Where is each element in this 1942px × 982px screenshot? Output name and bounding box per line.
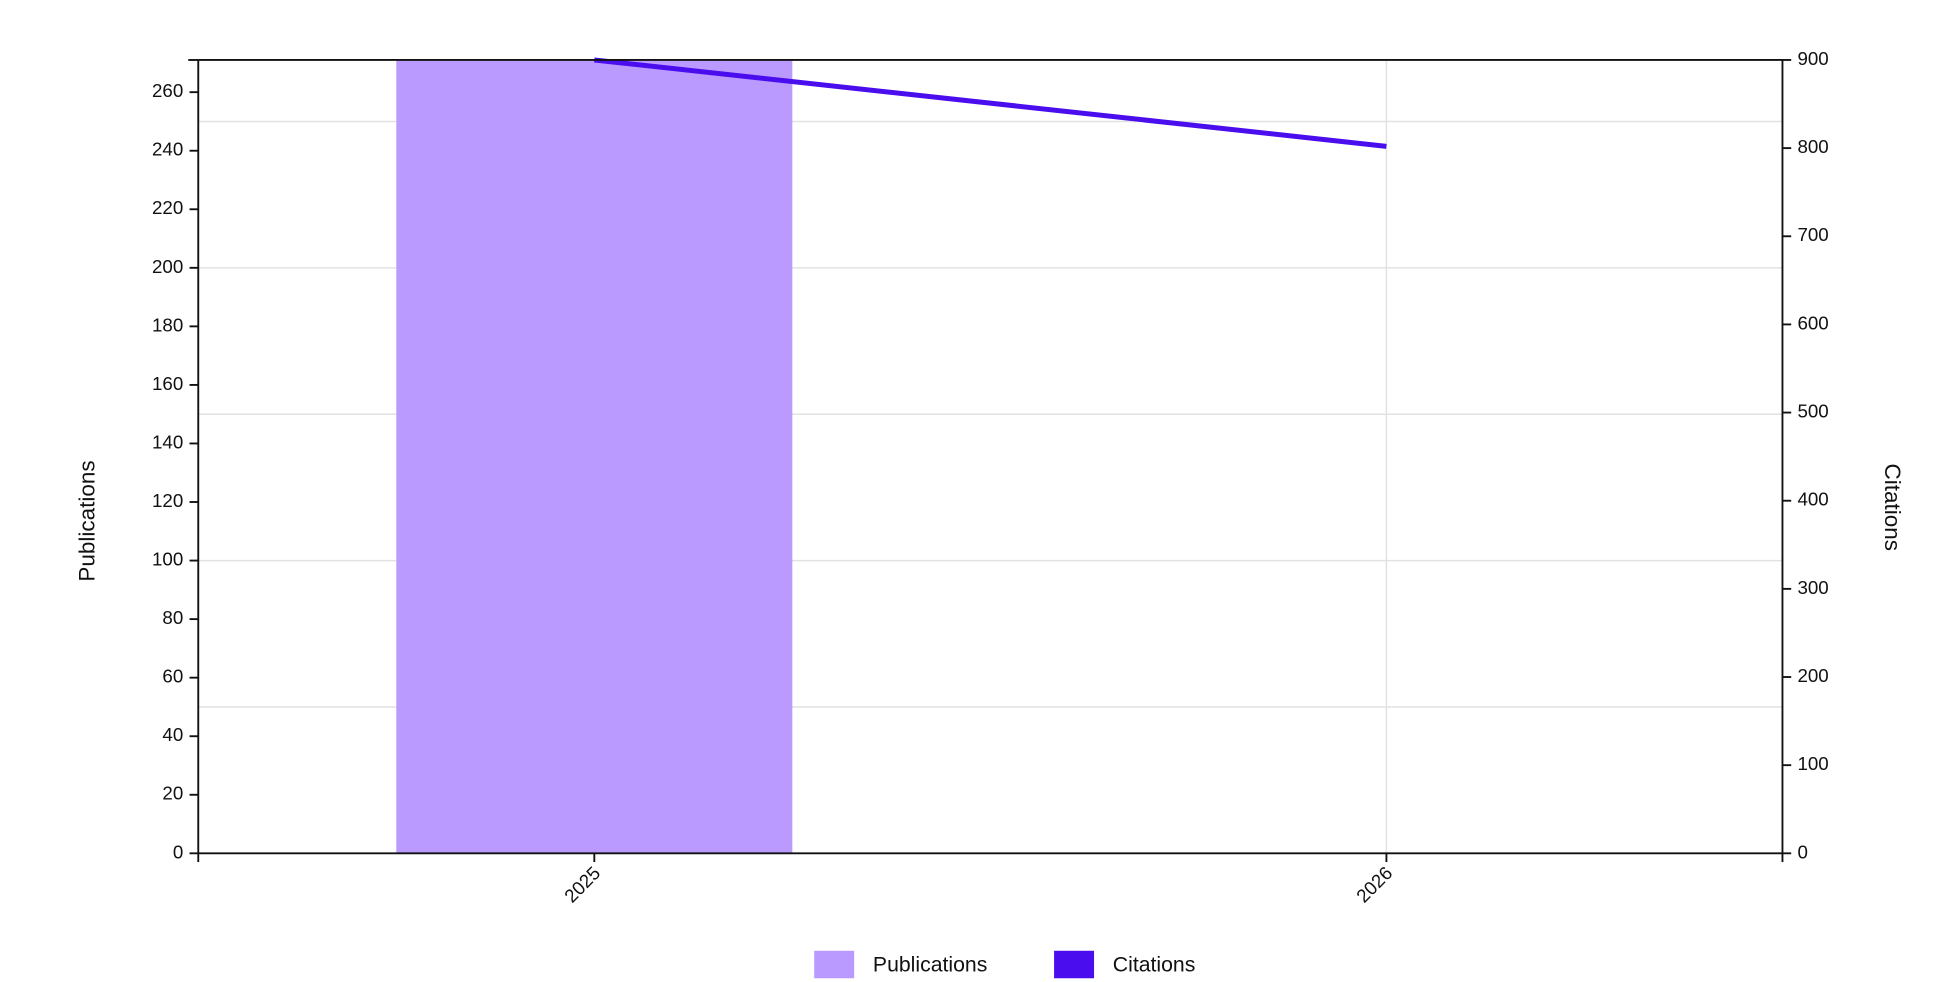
y2-axis-title: Citations (1880, 464, 1905, 551)
y-tick-label: 80 (162, 607, 183, 628)
y2-tick-label: 0 (1797, 841, 1807, 862)
y2-tick-label: 600 (1797, 312, 1828, 333)
x-tick-label: 2025 (560, 862, 604, 906)
y2-tick-label: 300 (1797, 577, 1828, 598)
y-tick-label: 200 (152, 256, 183, 277)
y2-tick-label: 700 (1797, 224, 1828, 245)
legend-swatch (1054, 950, 1095, 979)
y-tick-label: 60 (162, 666, 183, 687)
y-tick-label: 0 (173, 841, 183, 862)
x-tick-label: 2026 (1352, 862, 1396, 906)
y-tick-label: 260 (152, 80, 183, 101)
y-tick-label: 140 (152, 431, 183, 452)
y2-tick-label: 100 (1797, 753, 1828, 774)
bar (396, 59, 793, 854)
y-tick-label: 220 (152, 197, 183, 218)
y2-tick-label: 500 (1797, 401, 1828, 422)
line (594, 57, 1387, 149)
y-tick-label: 240 (152, 139, 183, 160)
legend-label: Publications (873, 953, 987, 976)
y-tick-label: 160 (152, 373, 183, 394)
y-tick-label: 40 (162, 724, 183, 745)
y2-tick-label: 900 (1797, 48, 1828, 69)
legend-label: Citations (1113, 953, 1196, 976)
legend-swatch (814, 950, 855, 979)
y-tick-label: 100 (152, 549, 183, 570)
y2-tick-label: 800 (1797, 136, 1828, 157)
y-tick-label: 120 (152, 490, 183, 511)
y-tick-label: 180 (152, 314, 183, 335)
y2-tick-label: 400 (1797, 489, 1828, 510)
y-tick-label: 20 (162, 783, 183, 804)
y2-tick-label: 200 (1797, 665, 1828, 686)
y-axis-title: Publications (74, 460, 99, 581)
